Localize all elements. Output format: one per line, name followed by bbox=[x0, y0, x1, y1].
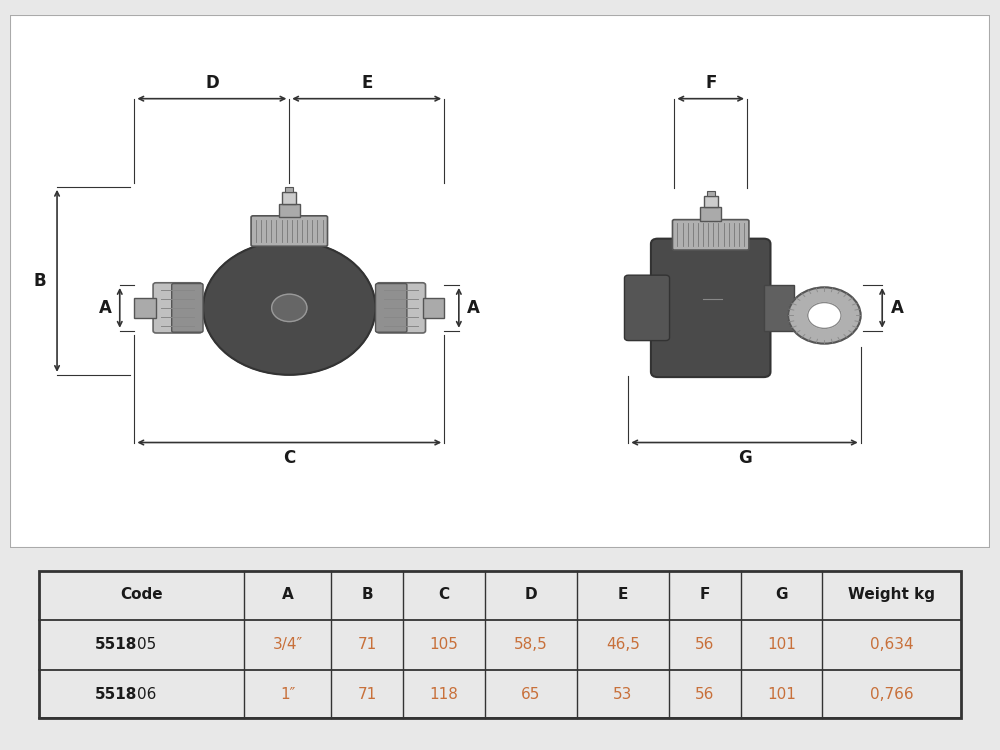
Text: 71: 71 bbox=[357, 637, 377, 652]
Text: 101: 101 bbox=[767, 687, 796, 702]
FancyBboxPatch shape bbox=[651, 238, 770, 377]
FancyBboxPatch shape bbox=[624, 275, 670, 340]
Bar bbox=[704, 196, 718, 208]
Bar bbox=[423, 298, 444, 318]
Text: E: E bbox=[361, 74, 372, 92]
Text: 71: 71 bbox=[357, 687, 377, 702]
Text: Code: Code bbox=[120, 587, 163, 602]
Text: 56: 56 bbox=[695, 687, 714, 702]
Text: 3/4″: 3/4″ bbox=[272, 637, 303, 652]
Circle shape bbox=[203, 241, 376, 375]
Bar bbox=[285, 187, 293, 192]
Text: G: G bbox=[775, 587, 788, 602]
Text: 46,5: 46,5 bbox=[606, 637, 640, 652]
FancyBboxPatch shape bbox=[172, 284, 203, 332]
FancyBboxPatch shape bbox=[153, 283, 202, 333]
Text: 5518: 5518 bbox=[95, 687, 137, 702]
Text: F: F bbox=[700, 587, 710, 602]
Text: A: A bbox=[99, 298, 111, 316]
Bar bbox=[707, 190, 715, 196]
FancyBboxPatch shape bbox=[251, 216, 328, 246]
Bar bbox=[764, 285, 794, 331]
Text: Weight kg: Weight kg bbox=[848, 587, 935, 602]
Text: 1″: 1″ bbox=[280, 687, 295, 702]
Circle shape bbox=[808, 302, 841, 328]
FancyBboxPatch shape bbox=[377, 283, 426, 333]
Text: 58,5: 58,5 bbox=[514, 637, 548, 652]
Bar bbox=[700, 208, 721, 221]
Text: 101: 101 bbox=[767, 637, 796, 652]
Text: D: D bbox=[205, 74, 219, 92]
Text: B: B bbox=[33, 272, 46, 290]
Text: D: D bbox=[524, 587, 537, 602]
Text: 65: 65 bbox=[521, 687, 540, 702]
FancyBboxPatch shape bbox=[672, 220, 749, 250]
Circle shape bbox=[272, 294, 307, 322]
Text: E: E bbox=[618, 587, 628, 602]
Text: C: C bbox=[438, 587, 449, 602]
Bar bbox=[282, 192, 296, 204]
Bar bbox=[279, 204, 300, 218]
Text: 0,766: 0,766 bbox=[870, 687, 913, 702]
Text: 105: 105 bbox=[429, 637, 458, 652]
Text: 5518: 5518 bbox=[95, 637, 137, 652]
Bar bbox=[134, 298, 156, 318]
Text: A: A bbox=[890, 298, 903, 316]
Text: G: G bbox=[738, 448, 751, 466]
Text: B: B bbox=[361, 587, 373, 602]
Text: A: A bbox=[282, 587, 293, 602]
Text: 56: 56 bbox=[695, 637, 714, 652]
Text: 05: 05 bbox=[137, 637, 156, 652]
Text: 06: 06 bbox=[137, 687, 156, 702]
Text: C: C bbox=[283, 448, 295, 466]
Circle shape bbox=[788, 287, 861, 344]
Text: A: A bbox=[467, 298, 480, 316]
Text: F: F bbox=[705, 74, 716, 92]
Text: 53: 53 bbox=[613, 687, 633, 702]
FancyBboxPatch shape bbox=[376, 284, 407, 332]
Bar bbox=[39, 571, 961, 718]
Text: 0,634: 0,634 bbox=[870, 637, 913, 652]
Text: 118: 118 bbox=[429, 687, 458, 702]
